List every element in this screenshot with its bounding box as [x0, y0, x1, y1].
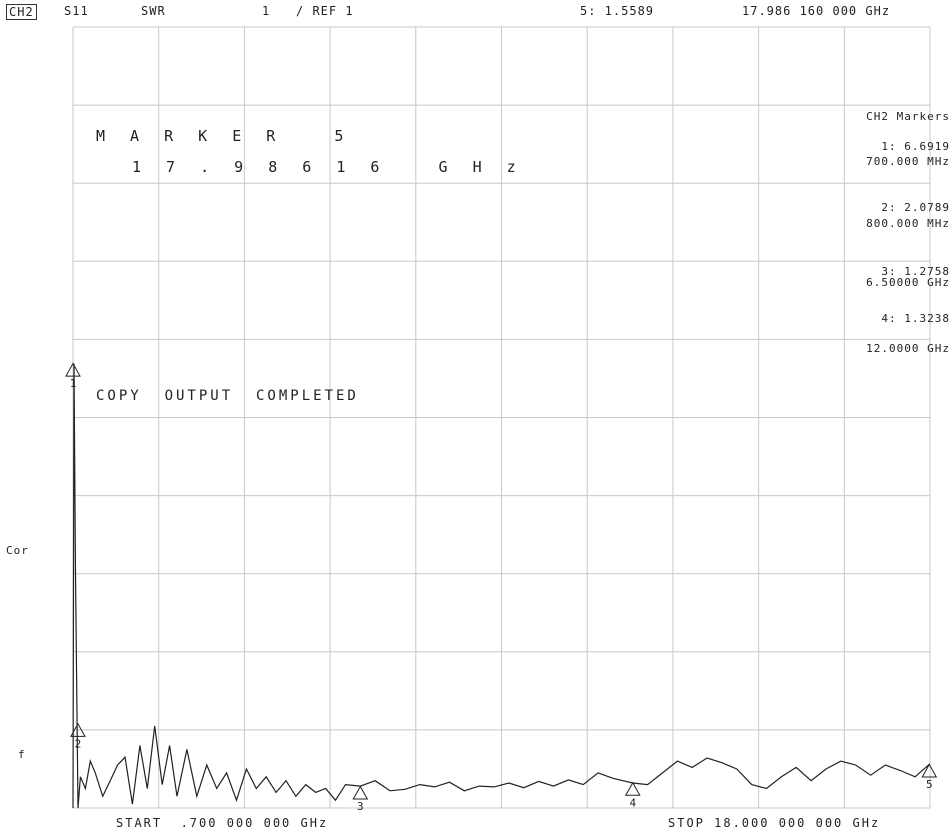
scale-label: 1 [262, 4, 271, 18]
marker-3-frequency: 6.50000 GHz [866, 276, 950, 289]
marker-2-number: 2 [75, 737, 82, 750]
marker-1-number: 1 [70, 377, 77, 390]
marker-4-frequency: 12.0000 GHz [866, 342, 950, 355]
marker-3-symbol[interactable]: 3 [352, 785, 369, 813]
marker-4-readout: 4: 1.3238 [881, 312, 950, 325]
reference-position-indicator: f [18, 748, 26, 761]
marker-5-symbol[interactable]: 5 [921, 763, 938, 791]
stop-frequency-label: STOP 18.000 000 000 GHz [668, 816, 881, 830]
marker-table-title: CH2 Markers [866, 110, 950, 123]
marker-2-symbol[interactable]: 2 [70, 722, 86, 751]
marker-annotation-label: M A R K E R 5 [96, 127, 352, 145]
ref-label: / REF 1 [296, 4, 354, 18]
channel-label[interactable]: CH2 [6, 4, 37, 20]
active-marker-readout: 5: 1.5589 [580, 4, 655, 18]
correction-indicator: Cor [6, 544, 29, 557]
marker-3-readout: 3: 1.2758 [881, 265, 950, 278]
parameter-label: S11 [64, 4, 89, 18]
chart-grid [72, 26, 931, 809]
swr-trace-line [72, 363, 930, 809]
marker-2-readout: 2: 2.0789 [881, 201, 950, 214]
marker-4-number: 4 [629, 796, 636, 809]
marker-3-number: 3 [357, 800, 364, 813]
marker-1-readout: 1: 6.6919 [881, 140, 950, 153]
copy-status-message: COPY OUTPUT COMPLETED [96, 388, 359, 404]
marker-annotation-value: 1 7 . 9 8 6 1 6 G H z [132, 158, 524, 176]
marker-1-frequency: 700.000 MHz [866, 155, 950, 168]
marker-4-symbol[interactable]: 4 [624, 781, 641, 810]
start-frequency-label: START .700 000 000 GHz [116, 816, 329, 830]
chart-trace [72, 363, 930, 809]
chart-markers: 1 2 3 4 5 [65, 362, 938, 813]
format-label: SWR [141, 4, 166, 18]
marker-1-symbol[interactable]: 1 [65, 362, 81, 390]
marker-2-frequency: 800.000 MHz [866, 217, 950, 230]
active-marker-frequency: 17.986 160 000 GHz [742, 4, 891, 18]
marker-5-number: 5 [926, 778, 933, 791]
